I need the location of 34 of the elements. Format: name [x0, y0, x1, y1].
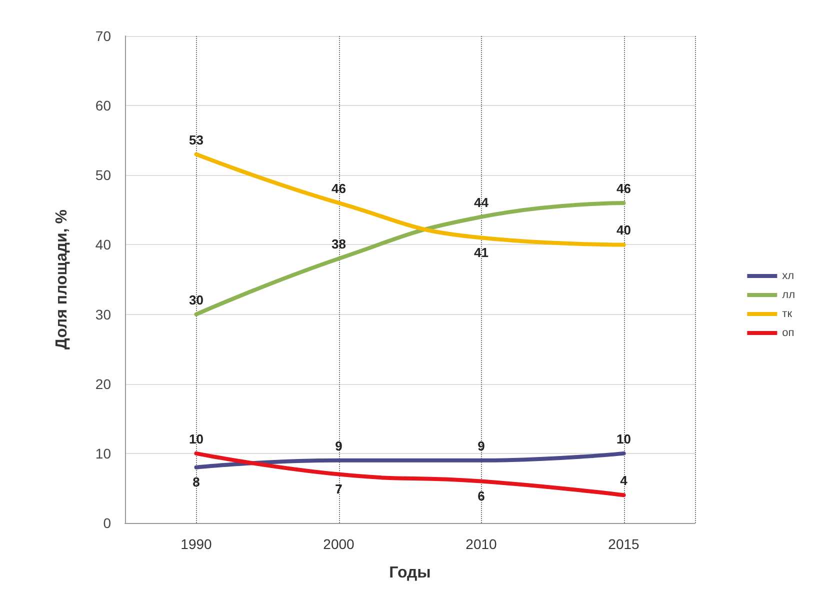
y-axis-title: Доля площади, % — [54, 209, 70, 350]
data-label: 53 — [189, 132, 204, 148]
data-label: 30 — [189, 292, 204, 308]
data-label: 38 — [332, 236, 346, 252]
y-tick-label: 30 — [95, 306, 112, 322]
legend-label: тк — [782, 308, 792, 320]
y-tick-label: 40 — [95, 236, 112, 253]
data-label: 46 — [332, 180, 346, 196]
data-label: 44 — [474, 194, 490, 210]
data-label: 9 — [478, 438, 485, 454]
y-tick-label: 60 — [95, 98, 112, 114]
legend-label: хл — [782, 270, 794, 282]
data-label: 46 — [616, 180, 631, 196]
x-tick-label: 1990 — [180, 536, 212, 552]
y-tick-label: 10 — [95, 445, 112, 462]
x-tick-label: 2010 — [466, 536, 498, 552]
y-tick-label: 0 — [103, 515, 112, 531]
x-tick-label: 2000 — [323, 536, 355, 552]
data-label: 4 — [620, 473, 628, 488]
data-label: 8 — [192, 474, 200, 490]
data-label: 7 — [335, 481, 342, 496]
x-tick-label: 2015 — [608, 536, 640, 552]
data-label: 9 — [335, 438, 342, 454]
data-label: 40 — [616, 222, 631, 238]
legend-label: оп — [782, 327, 794, 339]
y-tick-label: 50 — [95, 167, 112, 184]
x-axis-title: Годы — [389, 564, 431, 582]
legend-label: лл — [782, 289, 796, 301]
data-label: 10 — [616, 431, 631, 446]
data-label: 6 — [478, 488, 485, 504]
data-label: 41 — [474, 244, 488, 260]
y-tick-label: 20 — [95, 376, 112, 392]
data-label: 10 — [189, 431, 204, 446]
y-tick-label: 70 — [95, 28, 112, 44]
